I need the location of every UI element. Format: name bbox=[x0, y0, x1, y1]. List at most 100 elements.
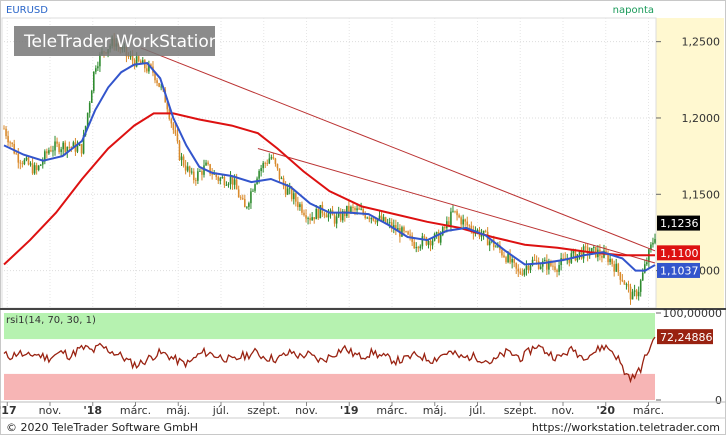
watermark: TeleTrader WorkStation bbox=[14, 26, 220, 56]
candle-body bbox=[270, 157, 273, 159]
candle-body bbox=[99, 54, 101, 67]
moving-average-long bbox=[3, 112, 655, 266]
candle-body bbox=[637, 291, 640, 297]
moving-average-short bbox=[3, 61, 656, 272]
candle-body bbox=[517, 268, 520, 272]
candle-body bbox=[137, 56, 140, 62]
candle-body bbox=[284, 185, 287, 195]
candle-body bbox=[346, 205, 348, 217]
candle-body bbox=[195, 180, 197, 181]
candle-body bbox=[148, 64, 150, 72]
candle-body bbox=[401, 227, 403, 237]
candle-body bbox=[368, 217, 371, 220]
candle-body bbox=[290, 187, 293, 200]
candle-body bbox=[370, 217, 373, 220]
candle-body bbox=[582, 246, 585, 259]
candle-body bbox=[295, 193, 297, 202]
candle-body bbox=[335, 216, 338, 224]
candle-body bbox=[333, 215, 336, 224]
candle-body bbox=[554, 266, 556, 271]
candle-body bbox=[470, 225, 473, 231]
candle-body bbox=[19, 162, 22, 164]
candle-body bbox=[505, 257, 507, 263]
rsi-last-value-tag: 72,24886 bbox=[657, 329, 713, 345]
candle-body bbox=[262, 163, 264, 169]
candle-body bbox=[619, 272, 622, 280]
time-tick-label: szept. bbox=[247, 404, 280, 417]
candle-body bbox=[362, 208, 364, 214]
candle-body bbox=[21, 163, 24, 165]
candle-body bbox=[9, 142, 11, 144]
candle-body bbox=[56, 141, 58, 144]
candle-body bbox=[537, 261, 540, 269]
candle-body bbox=[464, 219, 467, 222]
candle-body bbox=[197, 171, 199, 181]
candle-body bbox=[439, 235, 442, 243]
candle-body bbox=[41, 161, 44, 165]
candle-body bbox=[623, 281, 626, 285]
candle-body bbox=[244, 199, 246, 208]
candle-body bbox=[186, 166, 189, 171]
trendline bbox=[140, 47, 656, 252]
time-tick-label: máj. bbox=[423, 404, 447, 417]
price-lines bbox=[3, 47, 656, 272]
candle-body bbox=[574, 250, 577, 261]
copyright-text: © 2020 TeleTrader Software GmbH bbox=[6, 421, 198, 434]
candle-body bbox=[29, 163, 32, 165]
price-tick-label: 1,1500 bbox=[682, 188, 721, 201]
source-url[interactable]: https://workstation.teletrader.com bbox=[532, 421, 720, 434]
candle-body bbox=[311, 217, 313, 221]
candle-body bbox=[297, 201, 299, 208]
candle-body bbox=[356, 208, 358, 211]
candle-body bbox=[129, 55, 132, 57]
candle-body bbox=[221, 177, 224, 179]
candle-body bbox=[631, 291, 634, 300]
candle-body bbox=[509, 253, 511, 263]
time-tick-label: máj. bbox=[166, 404, 190, 417]
rsi-tick-label: 100,00000 bbox=[663, 307, 723, 320]
candle-body bbox=[323, 213, 326, 216]
candle-body bbox=[88, 102, 91, 113]
candle-body bbox=[480, 234, 483, 237]
candle-body bbox=[307, 218, 309, 219]
candle-body bbox=[229, 176, 232, 185]
candle-body bbox=[484, 230, 487, 232]
candle-body bbox=[127, 56, 130, 57]
candle-body bbox=[633, 290, 636, 292]
candle-body bbox=[388, 222, 391, 224]
candle-body bbox=[413, 241, 415, 249]
candle-body bbox=[215, 173, 218, 178]
period-label: naponta bbox=[613, 5, 654, 16]
candle-body bbox=[435, 232, 438, 234]
candle-body bbox=[146, 68, 148, 72]
candle-body bbox=[60, 149, 62, 153]
last-value-label-close: 1,1236 bbox=[660, 217, 699, 230]
candle-body bbox=[654, 239, 656, 243]
candle-body bbox=[254, 184, 256, 191]
candle-body bbox=[615, 263, 618, 272]
candle-body bbox=[150, 64, 152, 67]
rsi-oversold-zone bbox=[4, 373, 655, 400]
candle-body bbox=[309, 218, 311, 221]
candle-body bbox=[539, 266, 542, 269]
candle-body bbox=[274, 158, 277, 164]
time-tick-label: '17 bbox=[0, 404, 17, 417]
rsi-lines bbox=[3, 336, 656, 384]
candle-body bbox=[609, 258, 611, 263]
candle-body bbox=[237, 189, 240, 198]
time-tick-label: márc. bbox=[376, 404, 407, 417]
time-tick-label: '19 bbox=[340, 404, 359, 417]
candle-body bbox=[590, 248, 593, 254]
candle-body bbox=[627, 284, 630, 287]
candle-body bbox=[166, 102, 169, 110]
candle-body bbox=[390, 222, 393, 229]
candle-body bbox=[292, 193, 295, 200]
rsi-chart[interactable] bbox=[2, 311, 656, 402]
candle-body bbox=[495, 246, 497, 248]
time-tick-label: márc. bbox=[120, 404, 151, 417]
candle-body bbox=[260, 168, 262, 172]
price-chart[interactable] bbox=[1, 17, 657, 309]
candle-body bbox=[78, 144, 81, 146]
candle-body bbox=[52, 150, 54, 152]
watermark-text: TeleTrader WorkStation bbox=[23, 32, 220, 52]
